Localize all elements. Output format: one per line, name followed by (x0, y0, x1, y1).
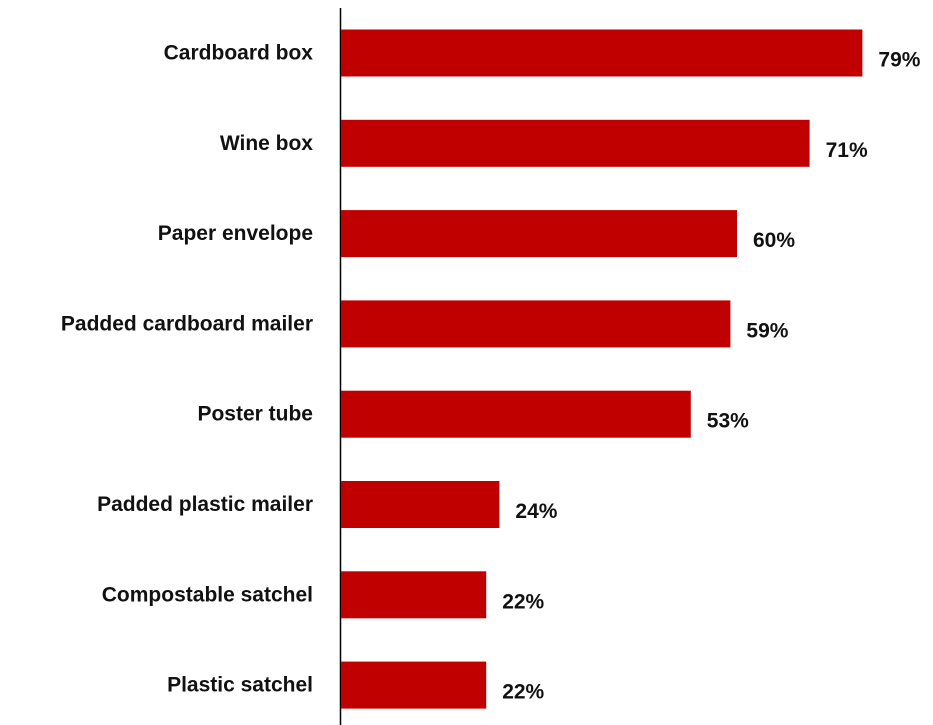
bar (341, 210, 737, 258)
value-label: 71% (826, 139, 868, 162)
value-label: 59% (746, 319, 788, 342)
category-label: Wine box (220, 132, 313, 155)
category-label: Compostable satchel (102, 583, 313, 606)
bar (341, 481, 500, 528)
category-label: Poster tube (197, 403, 313, 426)
category-label: Cardboard box (164, 42, 314, 65)
value-label: 22% (502, 681, 544, 704)
value-label: 22% (502, 590, 544, 613)
value-label: 60% (753, 229, 795, 252)
category-label: Plastic satchel (167, 674, 313, 697)
category-label: Paper envelope (158, 222, 313, 245)
category-label: Padded plastic mailer (97, 493, 313, 516)
bar (341, 29, 863, 77)
value-label: 53% (707, 410, 749, 433)
bar (341, 571, 487, 619)
bar (341, 390, 691, 438)
bar (341, 300, 731, 348)
category-label: Padded cardboard mailer (61, 312, 313, 335)
bars-group: Cardboard box 79% Wine box 71% Paper envelop… (61, 29, 921, 709)
bar (341, 119, 810, 167)
bar (341, 661, 487, 709)
value-label: 24% (515, 500, 557, 523)
value-label: 79% (878, 49, 920, 72)
